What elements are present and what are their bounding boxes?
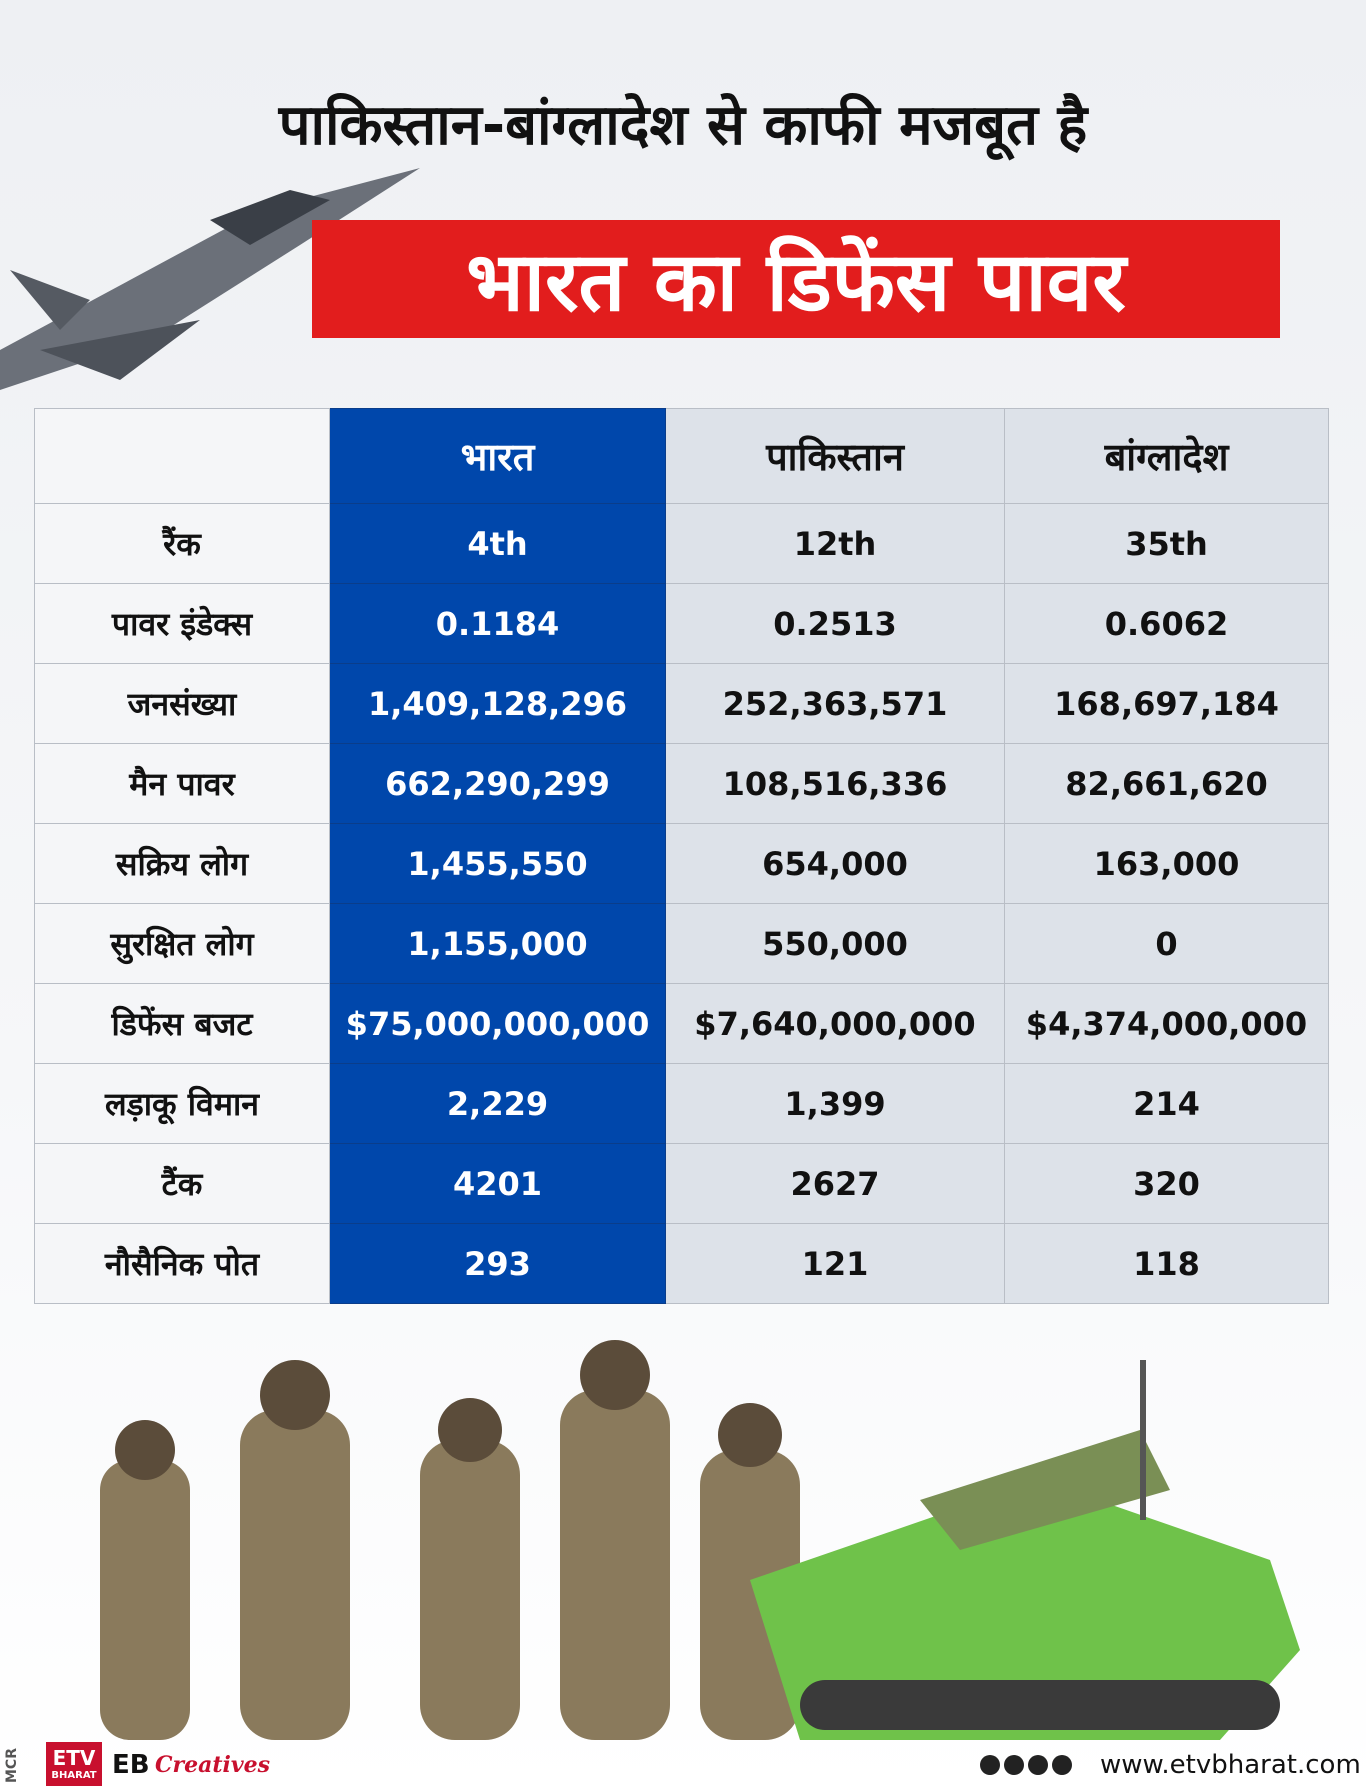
brand-script: Creatives bbox=[155, 1752, 271, 1778]
cell: 1,409,128,296 bbox=[329, 663, 666, 744]
cell: 1,155,000 bbox=[329, 903, 666, 984]
cell: 118 bbox=[1004, 1223, 1329, 1304]
row-label: लड़ाकू विमान bbox=[34, 1063, 330, 1144]
row-label: मैन पावर bbox=[34, 743, 330, 824]
cell: $75,000,000,000 bbox=[329, 983, 666, 1064]
row-label: जनसंख्या bbox=[34, 663, 330, 744]
cell: 163,000 bbox=[1004, 823, 1329, 904]
cell: 82,661,620 bbox=[1004, 743, 1329, 824]
data-row: पावर इंडेक्स 0.1184 0.2513 0.6062 bbox=[34, 583, 1329, 664]
cell: 12th bbox=[665, 503, 1005, 584]
cell: 0.6062 bbox=[1004, 583, 1329, 664]
cell: 2,229 bbox=[329, 1063, 666, 1144]
header-cell: बांग्लादेश bbox=[1004, 408, 1329, 504]
cell: 4201 bbox=[329, 1143, 666, 1224]
cell: 293 bbox=[329, 1223, 666, 1304]
row-label: डिफेंस बजट bbox=[34, 983, 330, 1064]
logo-box: ETV BHARAT bbox=[46, 1742, 102, 1786]
data-row: मैन पावर 662,290,299 108,516,336 82,661,620 bbox=[34, 743, 1329, 824]
cell: 214 bbox=[1004, 1063, 1329, 1144]
data-row: सुरक्षित लोग 1,155,000 550,000 0 bbox=[34, 903, 1329, 984]
cell: 1,399 bbox=[665, 1063, 1005, 1144]
cell: $4,374,000,000 bbox=[1004, 983, 1329, 1064]
title-line-2: भारत का डिफेंस पावर bbox=[466, 235, 1126, 330]
cell: 0 bbox=[1004, 903, 1329, 984]
social-icons bbox=[980, 1755, 1072, 1775]
footer: MCR ETV BHARAT EB Creatives www.etvbhara… bbox=[0, 1740, 1366, 1790]
cell: 168,697,184 bbox=[1004, 663, 1329, 744]
data-row: डिफेंस बजट $75,000,000,000 $7,640,000,000 $… bbox=[34, 983, 1329, 1064]
logo-sub: BHARAT bbox=[51, 1770, 97, 1781]
row-label: नौसैनिक पोत bbox=[34, 1223, 330, 1304]
cell: $7,640,000,000 bbox=[665, 983, 1005, 1064]
cell: 2627 bbox=[665, 1143, 1005, 1224]
comparison-table: भारत पाकिस्तान बांग्लादेश रैंक 4th 12th 35th पा… bbox=[34, 408, 1329, 1304]
row-label: रैंक bbox=[34, 503, 330, 584]
data-row: टैंक 4201 2627 320 bbox=[34, 1143, 1329, 1224]
cell: 662,290,299 bbox=[329, 743, 666, 824]
cell: 0.1184 bbox=[329, 583, 666, 664]
header-cell: पाकिस्तान bbox=[665, 408, 1005, 504]
data-row: रैंक 4th 12th 35th bbox=[34, 503, 1329, 584]
header-row: भारत पाकिस्तान बांग्लादेश bbox=[34, 408, 1329, 504]
website: www.etvbharat.com bbox=[1100, 1750, 1361, 1780]
logo: ETV bbox=[52, 1746, 96, 1770]
header-cell: भारत bbox=[329, 408, 666, 504]
cell: 1,455,550 bbox=[329, 823, 666, 904]
soldiers-and-tank-illustration bbox=[100, 1340, 1300, 1740]
cell: 108,516,336 bbox=[665, 743, 1005, 824]
side-tag: MCR bbox=[4, 1748, 20, 1783]
row-label: सुरक्षित लोग bbox=[34, 903, 330, 984]
cell: 252,363,571 bbox=[665, 663, 1005, 744]
row-label: टैंक bbox=[34, 1143, 330, 1224]
row-label: पावर इंडेक्स bbox=[34, 583, 330, 664]
cell: 4th bbox=[329, 503, 666, 584]
data-row: लड़ाकू विमान 2,229 1,399 214 bbox=[34, 1063, 1329, 1144]
title-line-1: पाकिस्तान-बांग्लादेश से काफी मजबूत है bbox=[278, 93, 1088, 158]
cell: 550,000 bbox=[665, 903, 1005, 984]
cell: 35th bbox=[1004, 503, 1329, 584]
data-row: सक्रिय लोग 1,455,550 654,000 163,000 bbox=[34, 823, 1329, 904]
cell: 654,000 bbox=[665, 823, 1005, 904]
cell: 121 bbox=[665, 1223, 1005, 1304]
row-label: सक्रिय लोग bbox=[34, 823, 330, 904]
cell: 320 bbox=[1004, 1143, 1329, 1224]
title-banner: भारत का डिफेंस पावर bbox=[312, 220, 1280, 338]
data-row: जनसंख्या 1,409,128,296 252,363,571 168,697,… bbox=[34, 663, 1329, 744]
header-cell bbox=[34, 408, 330, 504]
brand: EB bbox=[112, 1750, 150, 1780]
cell: 0.2513 bbox=[665, 583, 1005, 664]
data-row: नौसैनिक पोत 293 121 118 bbox=[34, 1223, 1329, 1304]
